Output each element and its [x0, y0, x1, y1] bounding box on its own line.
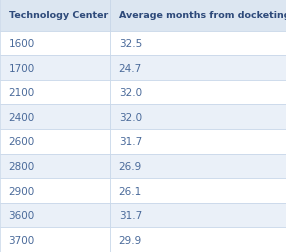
Text: 2900: 2900	[9, 186, 35, 196]
Text: 2400: 2400	[9, 112, 35, 122]
Text: 26.9: 26.9	[119, 161, 142, 171]
Bar	[0, 178, 110, 203]
Text: 2100: 2100	[9, 88, 35, 98]
Text: 3600: 3600	[9, 210, 35, 220]
Bar	[0, 228, 110, 252]
Text: 26.1: 26.1	[119, 186, 142, 196]
Bar	[110, 203, 286, 228]
Bar	[110, 80, 286, 105]
Text: 3700: 3700	[9, 235, 35, 245]
Bar	[110, 130, 286, 154]
Bar	[0, 105, 110, 130]
Text: Average months from docketing notice to board decision: Average months from docketing notice to …	[119, 11, 286, 20]
Text: 32.0: 32.0	[119, 88, 142, 98]
Bar	[110, 0, 286, 32]
Bar	[110, 178, 286, 203]
Text: 24.7: 24.7	[119, 63, 142, 73]
Text: 2800: 2800	[9, 161, 35, 171]
Bar	[0, 203, 110, 228]
Text: 31.7: 31.7	[119, 210, 142, 220]
Bar	[0, 0, 110, 32]
Text: 32.0: 32.0	[119, 112, 142, 122]
Text: 1700: 1700	[9, 63, 35, 73]
Bar	[110, 105, 286, 130]
Bar	[0, 130, 110, 154]
Bar	[110, 56, 286, 80]
Text: 32.5: 32.5	[119, 39, 142, 49]
Text: 2600: 2600	[9, 137, 35, 147]
Text: 31.7: 31.7	[119, 137, 142, 147]
Bar	[0, 56, 110, 80]
Text: Technology Center: Technology Center	[9, 11, 108, 20]
Text: 1600: 1600	[9, 39, 35, 49]
Bar	[0, 32, 110, 56]
Bar	[110, 154, 286, 178]
Text: 29.9: 29.9	[119, 235, 142, 245]
Bar	[0, 80, 110, 105]
Bar	[110, 32, 286, 56]
Bar	[0, 154, 110, 178]
Bar	[110, 228, 286, 252]
